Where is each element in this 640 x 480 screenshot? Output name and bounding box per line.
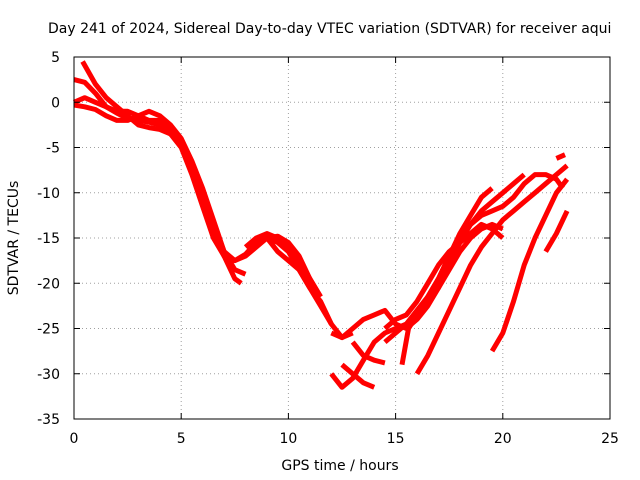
series-line-sat-j bbox=[350, 340, 386, 366]
y-tick-label: -10 bbox=[37, 186, 60, 202]
series-line-sat-d bbox=[73, 102, 247, 277]
series-line-sat-f bbox=[265, 236, 334, 326]
series-line-sat-o bbox=[458, 221, 505, 245]
x-axis-title: GPS time / hours bbox=[281, 458, 398, 474]
series-line-sat-l bbox=[383, 186, 494, 345]
x-tick-label: 0 bbox=[70, 431, 79, 447]
x-tick-label: 5 bbox=[177, 431, 186, 447]
series-line-sat-n bbox=[414, 163, 569, 376]
y-tick-label: -20 bbox=[37, 276, 60, 292]
series-line-sat-e bbox=[243, 231, 323, 299]
x-tick-label: 10 bbox=[279, 431, 297, 447]
series-layer bbox=[73, 60, 570, 390]
ticks bbox=[73, 56, 611, 420]
y-tick-label: -35 bbox=[37, 412, 60, 428]
series-line-sat-q bbox=[543, 209, 570, 253]
y-tick-label: -15 bbox=[37, 231, 60, 247]
x-tick-label: 25 bbox=[601, 431, 619, 447]
y-tick-label: -25 bbox=[37, 322, 60, 338]
y-tick-label: -5 bbox=[46, 141, 60, 157]
tick-labels: 0 5 10 15 20 25 -35 -30 -25 -20 -15 -10 -5 0 5 bbox=[37, 50, 619, 447]
series-line-sat-i bbox=[340, 362, 376, 390]
chart-title: Day 241 of 2024, Sidereal Day-to-day VTE… bbox=[48, 21, 611, 37]
y-tick-label: 0 bbox=[51, 95, 60, 111]
y-axis-title: SDTVAR / TECUs bbox=[6, 181, 22, 296]
series-line-sat-p bbox=[489, 177, 570, 353]
y-tick-label: 5 bbox=[51, 50, 60, 66]
x-tick-label: 15 bbox=[387, 431, 405, 447]
x-tick-label: 20 bbox=[494, 431, 512, 447]
y-tick-label: -30 bbox=[37, 367, 60, 383]
series-line-sat-r bbox=[555, 152, 566, 161]
